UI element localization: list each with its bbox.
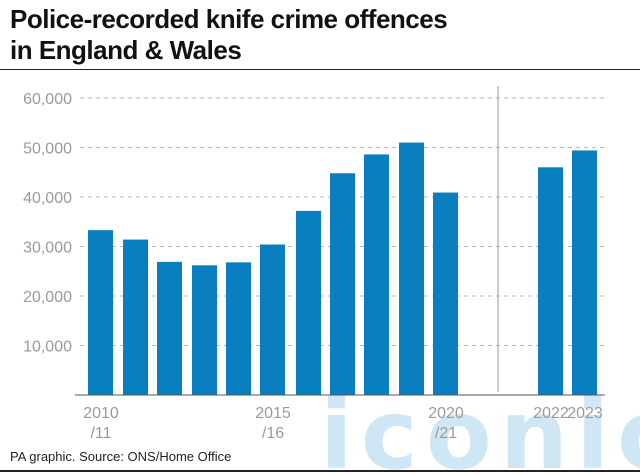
x-tick-label: 2020 — [428, 405, 464, 422]
bar-2011-12 — [123, 239, 148, 395]
bars — [88, 142, 597, 395]
y-tick-label: 40,000 — [23, 190, 72, 207]
bar-2015-16 — [260, 244, 285, 395]
bar-2014-15 — [226, 262, 251, 395]
y-tick-label: 20,000 — [23, 289, 72, 306]
title-line-2: in England & Wales — [10, 35, 242, 65]
bar-2023 — [572, 150, 597, 395]
bar-2016-17 — [296, 210, 321, 395]
bar-2012-13 — [157, 261, 182, 395]
y-tick-label: 10,000 — [23, 339, 72, 356]
bar-2018-19 — [364, 154, 389, 395]
source-note: PA graphic. Source: ONS/Home Office — [10, 449, 232, 464]
bar-2017-18 — [330, 173, 355, 395]
y-tick-label: 30,000 — [23, 240, 72, 257]
bar-2020-21 — [433, 192, 458, 395]
title-divider — [0, 69, 640, 70]
bar-2010-11 — [88, 230, 113, 395]
bar-2019-20 — [399, 142, 424, 395]
x-tick-label: 2010 — [83, 405, 119, 422]
bar-2013-14 — [192, 265, 217, 395]
y-tick-label: 50,000 — [23, 141, 72, 158]
bar-2022 — [538, 167, 563, 395]
x-tick-label: 2022 — [533, 405, 569, 422]
y-axis-ticks: 60,000 50,000 40,000 30,000 20,000 10,000 — [23, 91, 72, 356]
chart-title: Police-recorded knife crime offences in … — [10, 4, 630, 66]
x-tick-label-line2: /21 — [435, 425, 457, 442]
y-tick-label: 60,000 — [23, 91, 72, 108]
bottom-divider — [0, 470, 640, 472]
x-tick-label: 2015 — [255, 405, 291, 422]
title-line-1: Police-recorded knife crime offences — [10, 4, 448, 34]
x-tick-label-line2: /16 — [262, 425, 284, 442]
x-tick-label-line2: /11 — [90, 425, 111, 442]
x-tick-label: 2023 — [567, 405, 603, 422]
